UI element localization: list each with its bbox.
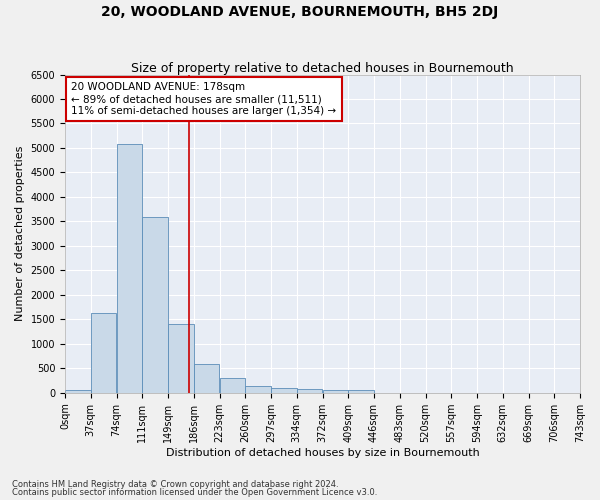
Text: Contains HM Land Registry data © Crown copyright and database right 2024.: Contains HM Land Registry data © Crown c… [12,480,338,489]
Bar [271,388,296,392]
Title: Size of property relative to detached houses in Bournemouth: Size of property relative to detached ho… [131,62,514,74]
Bar [65,390,91,392]
Bar [116,144,142,392]
Y-axis label: Number of detached properties: Number of detached properties [15,146,25,322]
Bar [297,389,322,392]
Bar [168,324,194,392]
Bar [142,218,168,392]
Bar [348,390,374,392]
Bar [323,390,348,392]
X-axis label: Distribution of detached houses by size in Bournemouth: Distribution of detached houses by size … [166,448,479,458]
Bar [91,313,116,392]
Text: 20 WOODLAND AVENUE: 178sqm
← 89% of detached houses are smaller (11,511)
11% of : 20 WOODLAND AVENUE: 178sqm ← 89% of deta… [71,82,337,116]
Text: 20, WOODLAND AVENUE, BOURNEMOUTH, BH5 2DJ: 20, WOODLAND AVENUE, BOURNEMOUTH, BH5 2D… [101,5,499,19]
Bar [194,364,219,392]
Bar [245,386,271,392]
Bar [220,378,245,392]
Text: Contains public sector information licensed under the Open Government Licence v3: Contains public sector information licen… [12,488,377,497]
